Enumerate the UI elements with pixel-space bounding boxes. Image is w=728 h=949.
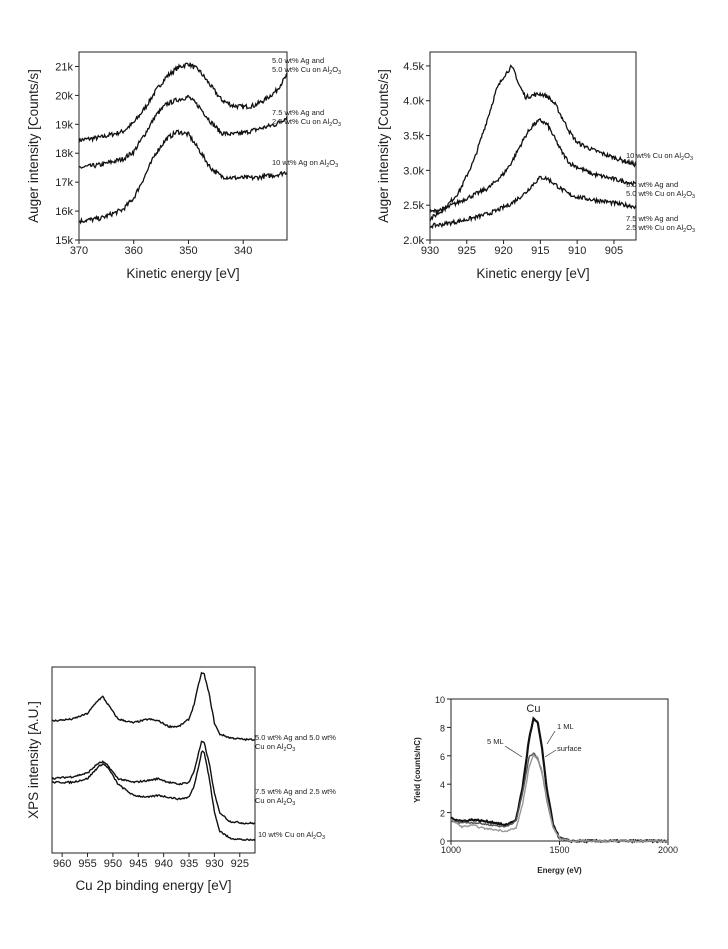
- y-tick-label: 2.5k: [403, 200, 424, 212]
- y-tick-label: 10: [435, 695, 445, 705]
- y-tick-label: 4: [440, 780, 445, 790]
- series-line: [429, 64, 637, 222]
- panel-2: 930 925 920 915 910 905 2.0k 2.5k 3.0k 3.5k 4.0k 4.…: [376, 51, 695, 281]
- series-annotation: Cu on Al2O3: [255, 796, 295, 807]
- y-tick-label: 4.0k: [403, 96, 424, 108]
- series-annotation: 5.0 wt% Ag and 5.0 wt%: [255, 733, 336, 742]
- x-axis-label: Energy (eV): [537, 866, 582, 875]
- y-tick-label: 20k: [55, 90, 73, 102]
- x-tick-label: 925: [458, 245, 476, 257]
- x-tick-label: 960: [53, 858, 71, 870]
- series-annotation: 5.0 wt% Ag and: [626, 180, 678, 189]
- plot-frame: [429, 51, 637, 241]
- x-tick-label: 950: [104, 858, 122, 870]
- series-label: 5 ML: [487, 737, 504, 746]
- y-tick-label: 17k: [55, 177, 73, 189]
- series-annotation: 7.5 wt% Ag and 2.5 wt%: [255, 787, 336, 796]
- x-tick-label: 940: [154, 858, 172, 870]
- y-axis-label: Auger intensity [Counts/s]: [376, 69, 391, 223]
- y-tick-label: 16k: [55, 206, 73, 218]
- series-line: [51, 740, 256, 825]
- y-axis-label: Yield (counts/nC): [413, 737, 422, 803]
- x-axis-label: Cu 2p binding energy [eV]: [75, 878, 231, 893]
- series-label-leader: [544, 749, 557, 758]
- y-tick-label: 3.5k: [403, 131, 424, 143]
- y-tick-label: 21k: [55, 61, 73, 73]
- y-tick-label: 2: [440, 809, 445, 819]
- series-annotation: 10 wt% Cu on Al2O3: [258, 830, 325, 841]
- x-tick-label: 925: [231, 858, 249, 870]
- x-tick-label: 1000: [441, 845, 461, 855]
- series-annotation: 7.5 wt% Ag and: [626, 214, 678, 223]
- x-tick-label: 360: [125, 245, 143, 257]
- series-annotation: 5.0 wt% Ag and: [272, 56, 324, 65]
- series-label-leader: [504, 745, 523, 758]
- y-tick-label: 0: [440, 837, 445, 847]
- series-line: [78, 129, 288, 225]
- x-tick-label: 1500: [549, 845, 569, 855]
- series-line: [78, 94, 288, 169]
- series-line: [51, 750, 256, 842]
- panel-1: 370 360 350 340 15k 16k 17k 18k 19k 20k 21k Kinetic…: [26, 51, 341, 281]
- x-tick-label: 910: [568, 245, 586, 257]
- x-axis-label: Kinetic energy [eV]: [126, 266, 239, 281]
- y-tick-label: 6: [440, 752, 445, 762]
- x-tick-label: 920: [494, 245, 512, 257]
- series-label: surface: [557, 744, 582, 753]
- x-axis-label: Kinetic energy [eV]: [476, 266, 589, 281]
- x-tick-label: 915: [531, 245, 549, 257]
- y-tick-label: 4.5k: [403, 61, 424, 73]
- y-tick-label: 2.0k: [403, 235, 424, 247]
- y-tick-label: 19k: [55, 119, 73, 131]
- series-annotation: 7.5 wt% Ag and: [272, 108, 324, 117]
- chart-title: Cu: [526, 703, 540, 715]
- panel-4: 1000 1500 2000 0 2 4 6 8 10 Energy (eV) Yield (cou…: [413, 695, 678, 875]
- x-tick-label: 350: [179, 245, 197, 257]
- plot-frame: [51, 666, 256, 854]
- series-annotation: 5.0 wt% Cu on Al2O3: [626, 189, 695, 200]
- x-tick-label: 945: [129, 858, 147, 870]
- x-tick-label: 930: [205, 858, 223, 870]
- series-annotation: 2.5 wt% Cu on Al2O3: [272, 117, 341, 128]
- y-axis-label: Auger intensity [Counts/s]: [26, 69, 41, 223]
- x-tick-label: 2000: [658, 845, 678, 855]
- series-annotation: 5.0 wt% Cu on Al2O3: [272, 65, 341, 76]
- y-tick-label: 3.0k: [403, 165, 424, 177]
- series-line: [429, 117, 637, 215]
- series-line: [51, 671, 256, 742]
- series-line: [78, 62, 288, 143]
- y-tick-label: 18k: [55, 148, 73, 160]
- y-tick-label: 8: [440, 723, 445, 733]
- series-label: 1 ML: [557, 722, 574, 731]
- x-tick-label: 370: [70, 245, 88, 257]
- x-tick-label: 930: [421, 245, 439, 257]
- series-annotation: 2.5 wt% Cu on Al2O3: [626, 223, 695, 234]
- x-tick-label: 340: [234, 245, 252, 257]
- x-tick-label: 935: [180, 858, 198, 870]
- plot-frame: [78, 51, 288, 241]
- x-tick-label: 955: [78, 858, 96, 870]
- y-tick-label: 15k: [55, 235, 73, 247]
- series-label-leader: [546, 730, 556, 745]
- x-tick-label: 905: [605, 245, 623, 257]
- series-line: [429, 175, 637, 230]
- series-annotation: Cu on Al2O3: [255, 742, 295, 753]
- series-annotation: 10 wt% Ag on Al2O3: [272, 158, 338, 169]
- y-axis-label: XPS intensity [A.U.]: [26, 701, 41, 819]
- series-line: [450, 753, 669, 843]
- series-annotation: 10 wt% Cu on Al2O3: [626, 151, 693, 162]
- plot-frame: [450, 698, 669, 842]
